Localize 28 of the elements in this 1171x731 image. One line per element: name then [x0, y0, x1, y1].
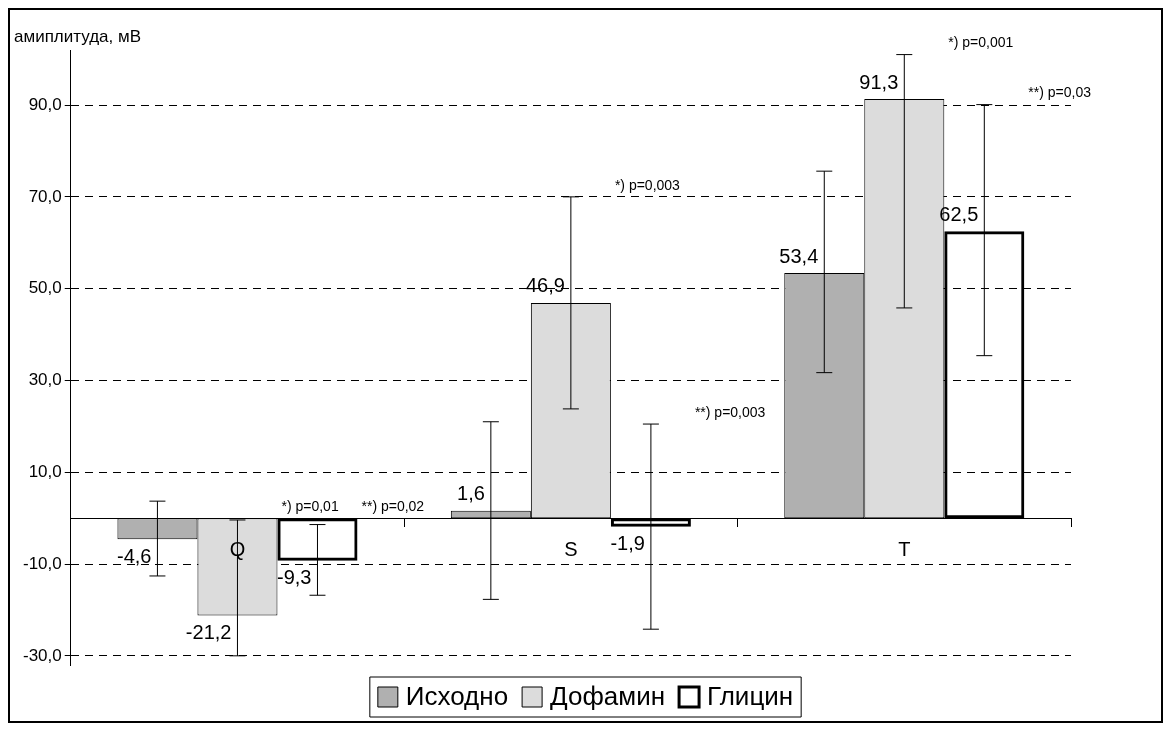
data-label: 46,9	[525, 274, 565, 297]
y-tick-label: -10,0	[23, 553, 62, 573]
legend-label: Глицин	[707, 681, 794, 712]
data-label: -1,9	[610, 532, 645, 555]
annotation: *) p=0,01	[281, 497, 339, 514]
y-tick-label: 70,0	[28, 186, 62, 206]
x-tick-label: S	[564, 537, 578, 560]
y-tick-label: 50,0	[28, 278, 62, 298]
legend-label: Исходно	[405, 681, 509, 712]
annotation: *) p=0,003	[614, 176, 681, 193]
data-label: -21,2	[185, 620, 232, 643]
data-label: 91,3	[859, 70, 899, 93]
annotation: *) p=0,001	[948, 34, 1014, 51]
data-label: 53,4	[779, 244, 819, 267]
y-tick-label: 10,0	[28, 461, 62, 481]
y-tick-label: 30,0	[28, 370, 62, 390]
y-tick-label: -30,0	[23, 645, 62, 665]
data-label: 1,6	[457, 482, 485, 505]
data-label: -9,3	[277, 566, 312, 589]
x-tick-label: T	[898, 537, 911, 560]
annotation: **) p=0,003	[694, 403, 766, 420]
legend-label: Дофамин	[550, 681, 666, 712]
data-label: 62,5	[939, 202, 979, 225]
annotation: **) p=0,02	[361, 497, 425, 514]
data-label: -4,6	[116, 544, 152, 567]
y-axis-title: амиплитуда, мВ	[14, 27, 142, 47]
annotation: **) p=0,03	[1028, 84, 1092, 101]
y-tick-label: 90,0	[28, 94, 62, 114]
